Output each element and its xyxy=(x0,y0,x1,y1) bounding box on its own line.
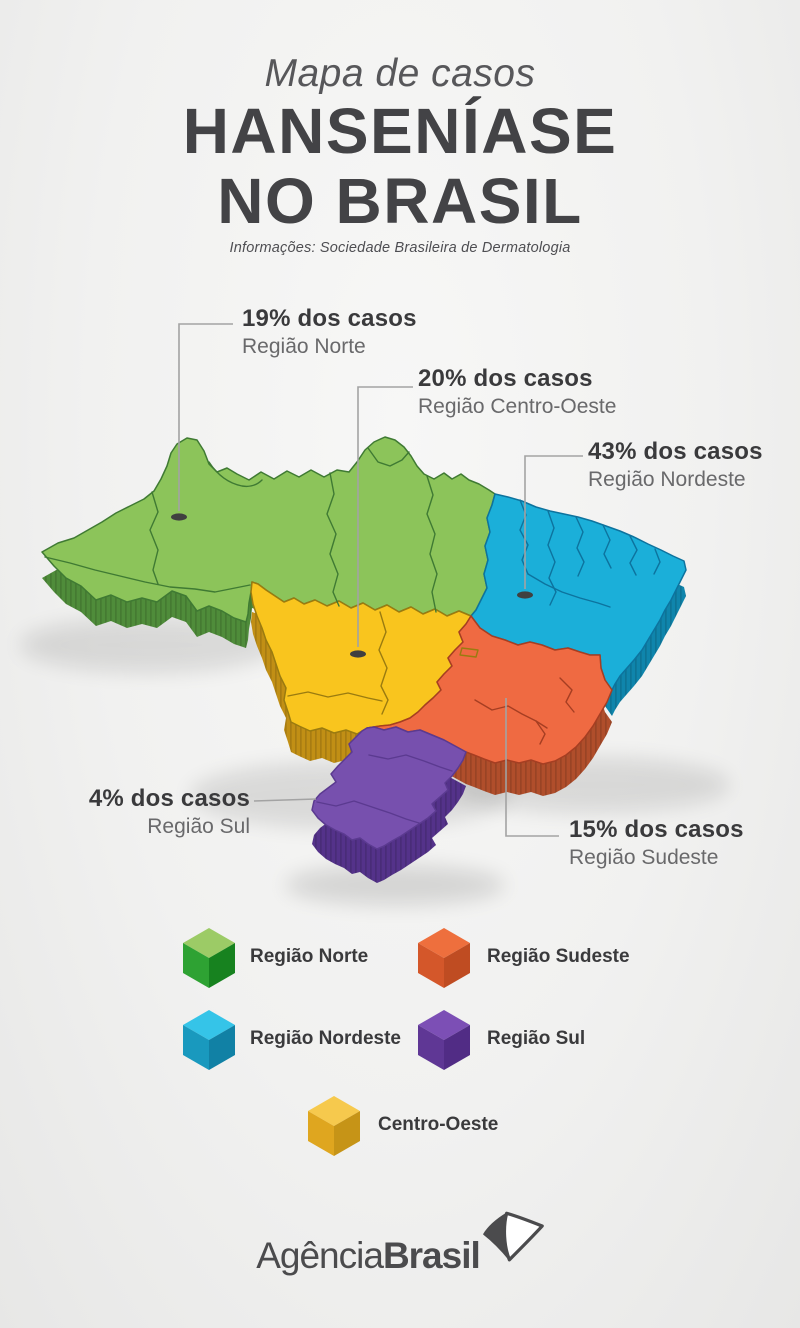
region-centro-oeste xyxy=(250,581,472,735)
region-sudeste xyxy=(366,615,613,765)
callout-line-sul xyxy=(253,798,317,802)
callout-region: Região Sul xyxy=(147,814,250,838)
callout-centro-oeste: 20% dos casos Região Centro-Oeste xyxy=(418,365,617,418)
source-note: Informações: Sociedade Brasileira de Der… xyxy=(229,240,571,256)
callout-percent: 4% dos casos xyxy=(88,785,250,812)
brand-regular: Agência xyxy=(256,1235,384,1276)
state-borders-norte xyxy=(44,447,438,613)
legend-cube-sul xyxy=(418,1010,470,1070)
callout-percent: 15% dos casos xyxy=(569,816,744,843)
state-borders-centro-oeste xyxy=(287,611,479,715)
callout-nordeste: 43% dos casos Região Nordeste xyxy=(588,438,763,491)
legend-cube-sudeste xyxy=(418,928,470,988)
title-line-2: NO BRASIL xyxy=(217,165,583,237)
callout-line-nordeste xyxy=(524,455,583,589)
legend-label-sudeste: Região Sudeste xyxy=(487,946,630,967)
legend-label-norte: Região Norte xyxy=(250,946,369,967)
header-subtitle: Mapa de casos xyxy=(264,52,536,95)
title-line-1: HANSENÍASE xyxy=(182,95,618,167)
page-title: HANSENÍASE NO BRASIL xyxy=(0,96,800,236)
brand-bold: Brasil xyxy=(382,1235,481,1276)
callout-dot-norte xyxy=(171,513,187,521)
callout-dot-centro xyxy=(350,650,366,658)
callout-percent: 43% dos casos xyxy=(588,438,763,465)
callout-region: Região Sudeste xyxy=(569,845,719,869)
region-nordeste xyxy=(470,493,687,691)
callout-percent: 20% dos casos xyxy=(418,365,593,392)
callout-norte: 19% dos casos Região Norte xyxy=(242,305,417,358)
state-borders-sul xyxy=(316,754,453,824)
agencia-brasil-logo: AgênciaBrasil xyxy=(0,1211,800,1276)
callout-dot-nordeste xyxy=(517,591,533,599)
callout-percent: 19% dos casos xyxy=(242,305,417,332)
callout-region: Região Norte xyxy=(242,334,366,358)
legend-label-sul: Região Sul xyxy=(487,1028,586,1049)
legend-cube-centro-oeste xyxy=(308,1096,360,1156)
brand-flag-icon xyxy=(482,1211,544,1262)
legend-label-nordeste: Região Nordeste xyxy=(250,1028,401,1049)
callout-line-centro xyxy=(357,386,413,647)
state-borders-nordeste xyxy=(519,499,661,608)
state-borders-sudeste xyxy=(474,677,575,745)
region-sul xyxy=(311,726,467,850)
callout-sul: 4% dos casos Região Sul xyxy=(88,785,250,838)
callout-line-norte xyxy=(178,323,233,511)
callout-region: Região Centro-Oeste xyxy=(418,394,617,418)
callout-dots xyxy=(171,513,533,658)
legend-cube-nordeste xyxy=(183,1010,235,1070)
legend-cube-norte xyxy=(183,928,235,988)
callout-sudeste: 15% dos casos Região Sudeste xyxy=(569,816,744,869)
brand-text: AgênciaBrasil xyxy=(256,1235,481,1276)
legend-label-centro-oeste: Centro-Oeste xyxy=(378,1114,499,1135)
callout-region: Região Nordeste xyxy=(588,467,746,491)
region-norte xyxy=(41,436,496,623)
callout-line-sudeste xyxy=(505,698,559,837)
